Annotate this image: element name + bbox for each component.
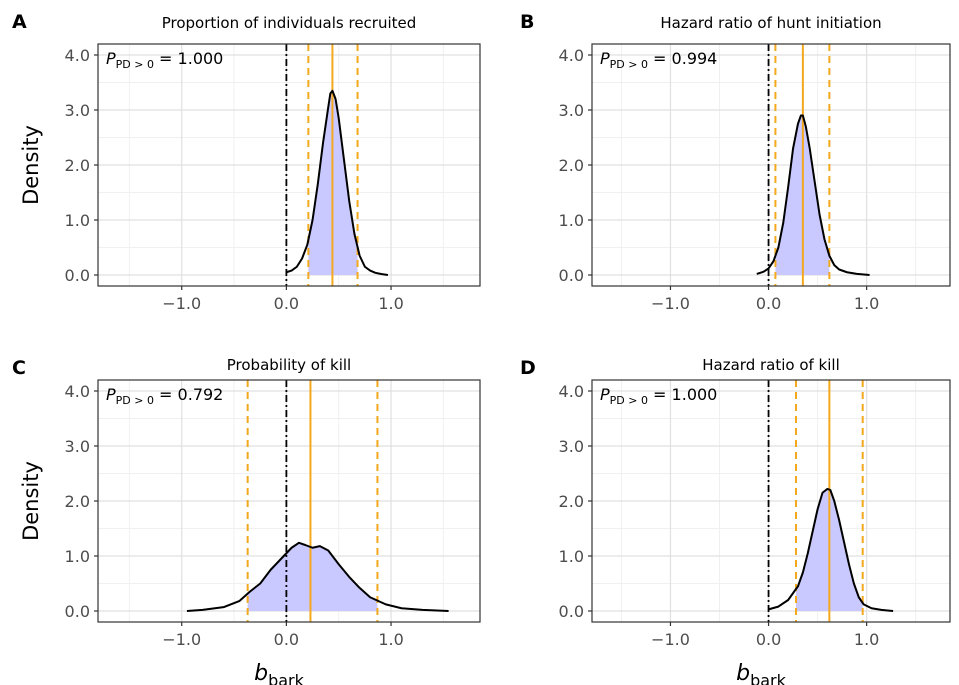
pd-equals: = [648,49,672,68]
panel-title: Probability of kill [227,356,351,374]
pd-subscript: PD > 0 [610,394,648,407]
y-tick-label: 0.0 [65,266,90,285]
pd-equals: = [154,385,178,404]
credible-interval-area [247,542,378,611]
density-curve [756,114,870,276]
density-curve [186,541,449,612]
x-tick-label: −1.0 [162,630,201,649]
pd-symbol: P [600,385,610,404]
pd-symbol: P [106,49,116,68]
x-tick-label: −1.0 [651,294,690,313]
x-tick-label: 1.0 [854,630,879,649]
y-axis-label: Density [19,125,43,205]
y-tick-label: 1.0 [65,211,90,230]
pd-symbol: P [600,49,610,68]
y-tick-label: 3.0 [559,101,584,120]
panel-title: Proportion of individuals recruited [162,14,417,32]
pd-annotation: PPD > 0 = 1.000 [600,385,717,407]
panel-title: Hazard ratio of kill [702,356,840,374]
grid [592,380,950,622]
pd-equals: = [648,385,672,404]
y-tick-label: 3.0 [65,437,90,456]
panel-d: D Hazard ratio of kill 0.0 1.0 2.0 3.0 4.0 −1.0… [520,356,951,685]
panel-tag: A [12,11,27,33]
x-axis-label: bbark [736,661,787,685]
y-tick-label: 0.0 [559,266,584,285]
y-tick-label: 0.0 [559,602,584,621]
y-tick-label: 4.0 [65,46,90,65]
x-axis-label: bbark [254,661,305,685]
y-tick-label: 1.0 [65,547,90,566]
panel-b: B Hazard ratio of hunt initiation 0.0 1.0 2.… [520,11,951,313]
pd-subscript: PD > 0 [610,58,648,71]
grid [98,380,480,622]
x-tick-label: 1.0 [378,294,403,313]
pd-value: 0.994 [672,49,718,68]
pd-annotation: PPD > 0 = 0.994 [600,49,717,71]
y-tick-label: 1.0 [559,211,584,230]
pd-value: 0.792 [178,385,224,404]
x-tick-label: −1.0 [651,630,690,649]
x-axis-subscript: bark [268,671,305,685]
density-curve [286,89,389,276]
x-tick-label: 0.0 [756,294,781,313]
x-axis-subscript: bark [750,671,787,685]
y-tick-label: 2.0 [559,492,584,511]
x-tick-label: 1.0 [854,294,879,313]
density-curve [768,487,894,612]
pd-annotation: PPD > 0 = 1.000 [106,49,223,71]
grid [592,44,950,286]
pd-equals: = [154,49,178,68]
panel-tag: C [12,357,26,379]
y-axis-label: Density [19,461,43,541]
panel-c: C Probability of kill 0.0 1.0 2.0 3.0 4.0 −1.0 0… [12,356,481,685]
y-tick-label: 2.0 [559,156,584,175]
x-axis-symbol: b [254,661,268,685]
x-tick-label: 0.0 [274,294,299,313]
x-axis-symbol: b [736,661,750,685]
x-tick-label: 0.0 [756,630,781,649]
y-tick-label: 1.0 [559,547,584,566]
pd-annotation: PPD > 0 = 0.792 [106,385,223,407]
panel-tag: D [520,357,536,379]
y-tick-label: 4.0 [559,46,584,65]
pd-symbol: P [106,385,116,404]
y-tick-label: 4.0 [559,382,584,401]
x-tick-label: 1.0 [378,630,403,649]
x-tick-label: 0.0 [274,630,299,649]
panel-tag: B [520,11,534,33]
panel-a: A Proportion of individuals recruited 0.0 1… [12,11,481,313]
grid [98,44,480,286]
pd-value: 1.000 [178,49,224,68]
y-tick-label: 2.0 [65,156,90,175]
y-tick-label: 2.0 [65,492,90,511]
pd-subscript: PD > 0 [116,394,154,407]
x-tick-label: −1.0 [162,294,201,313]
pd-subscript: PD > 0 [116,58,154,71]
y-tick-label: 4.0 [65,382,90,401]
y-tick-label: 0.0 [65,602,90,621]
panel-title: Hazard ratio of hunt initiation [660,14,881,32]
y-tick-label: 3.0 [559,437,584,456]
pd-value: 1.000 [672,385,718,404]
y-tick-label: 3.0 [65,101,90,120]
